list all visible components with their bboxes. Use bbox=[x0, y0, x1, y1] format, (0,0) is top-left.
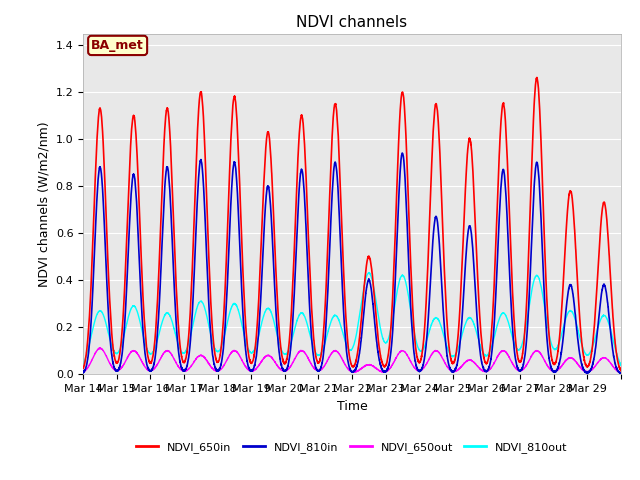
Text: BA_met: BA_met bbox=[92, 39, 144, 52]
Y-axis label: NDVI channels (W/m2/nm): NDVI channels (W/m2/nm) bbox=[37, 121, 50, 287]
X-axis label: Time: Time bbox=[337, 400, 367, 413]
Title: NDVI channels: NDVI channels bbox=[296, 15, 408, 30]
Legend: NDVI_650in, NDVI_810in, NDVI_650out, NDVI_810out: NDVI_650in, NDVI_810in, NDVI_650out, NDV… bbox=[132, 438, 572, 458]
